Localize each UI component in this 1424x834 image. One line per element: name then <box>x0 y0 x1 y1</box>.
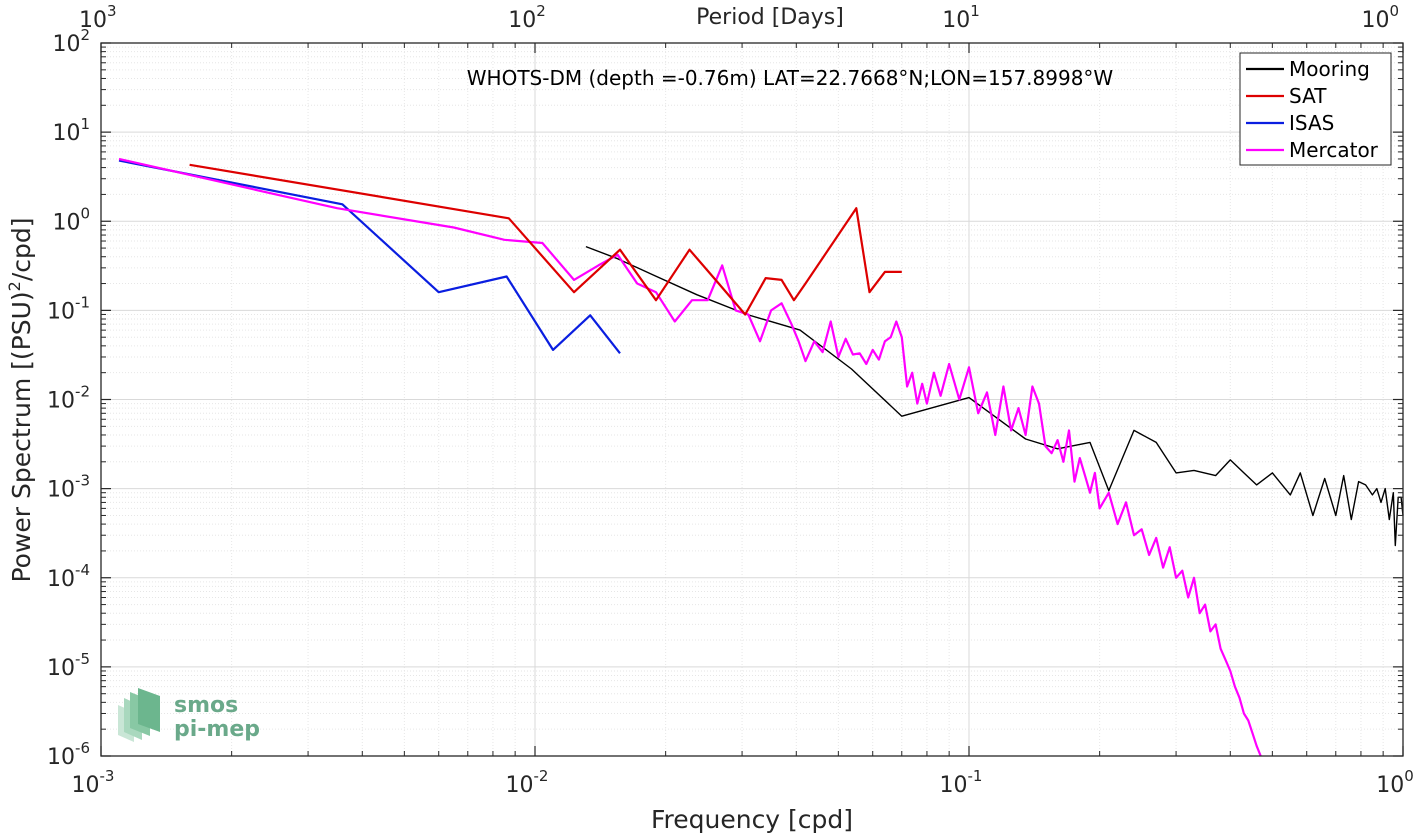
top-tick-label: 100 <box>1361 2 1399 33</box>
y-tick-label-exponent: -4 <box>75 561 90 579</box>
y-tick-label: 10-5 <box>47 650 90 681</box>
series-layer <box>118 157 1404 757</box>
x-tick-label-exponent: 0 <box>1404 767 1414 785</box>
y-tick-label: 10-6 <box>47 739 90 770</box>
top-axis-title: Period [Days] <box>696 5 844 30</box>
grid <box>100 43 1403 757</box>
y-tick-label: 10-3 <box>47 472 90 503</box>
y-tick-label-exponent: -5 <box>75 650 90 668</box>
y-tick-label: 101 <box>52 115 90 146</box>
x-tick-label: 10-3 <box>72 767 115 798</box>
y-tick-label-exponent: 2 <box>80 26 90 44</box>
smos-pimep-logo: smos pi-mep <box>118 688 260 742</box>
x-tick-label-base: 10 <box>506 773 534 798</box>
y-axis-title: Power Spectrum [(PSU)2/cpd] <box>5 218 36 583</box>
chart-title: WHOTS-DM (depth =-0.76m) LAT=22.7668°N;L… <box>467 66 1114 90</box>
y-tick-label-base: 10 <box>47 299 75 324</box>
y-tick-label-base: 10 <box>52 210 80 235</box>
top-tick-label-base: 10 <box>79 8 107 33</box>
top-tick-label: 101 <box>942 2 980 33</box>
x-tick-label: 10-2 <box>506 767 549 798</box>
y-tick-label-base: 10 <box>52 121 80 146</box>
legend-label-mercator: Mercator <box>1289 138 1379 162</box>
legend-label-sat: SAT <box>1289 84 1327 108</box>
y-tick-label: 102 <box>52 26 90 57</box>
y-tick-label-base: 10 <box>47 745 75 770</box>
x-tick-label-base: 10 <box>940 773 968 798</box>
x-tick-label-exponent: -1 <box>968 767 983 785</box>
y-tick-label: 10-2 <box>47 383 90 414</box>
top-tick-label-base: 10 <box>1361 8 1389 33</box>
y-tick-label: 10-1 <box>47 293 90 324</box>
series-line-mooring <box>585 245 1404 547</box>
x-tick-label-base: 10 <box>1376 773 1404 798</box>
y-tick-label-base: 10 <box>47 656 75 681</box>
top-tick-label-exponent: 3 <box>107 2 117 20</box>
legend: Mooring SAT ISAS Mercator <box>1239 52 1392 166</box>
y-tick-label-base: 10 <box>52 32 80 57</box>
legend-box <box>1239 52 1392 166</box>
y-tick-label: 100 <box>52 204 90 235</box>
top-tick-label-exponent: 1 <box>970 2 980 20</box>
top-tick-label: 102 <box>508 2 546 33</box>
tick-marks <box>100 42 1404 757</box>
y-axis-title-exponent: 2 <box>5 281 24 291</box>
x-tick-label-exponent: -2 <box>534 767 549 785</box>
y-axis-title-main: Power Spectrum [(PSU) <box>7 291 36 582</box>
y-tick-label-exponent: -6 <box>75 739 90 757</box>
y-tick-label-exponent: 1 <box>80 115 90 133</box>
y-tick-label-exponent: -3 <box>75 472 90 490</box>
x-tick-label: 100 <box>1376 767 1414 798</box>
top-tick-label-exponent: 0 <box>1389 2 1399 20</box>
x-tick-label-base: 10 <box>72 773 100 798</box>
y-axis-title-tail: /cpd] <box>7 218 36 282</box>
series-line-isas <box>118 159 621 354</box>
top-tick-label-base: 10 <box>942 8 970 33</box>
y-tick-label-exponent: -2 <box>75 383 90 401</box>
x-tick-label-exponent: -3 <box>100 767 115 785</box>
top-tick-label-base: 10 <box>508 8 536 33</box>
y-tick-label-base: 10 <box>47 389 75 414</box>
y-tick-label-base: 10 <box>47 478 75 503</box>
legend-label-isas: ISAS <box>1289 111 1334 135</box>
series-line-mercator <box>118 157 1262 757</box>
logo-mark <box>118 688 160 742</box>
y-tick-label-exponent: 0 <box>80 204 90 222</box>
y-tick-label: 10-4 <box>47 561 90 592</box>
x-axis-title: Frequency [cpd] <box>651 805 853 834</box>
legend-label-mooring: Mooring <box>1289 57 1370 81</box>
logo-line-2: pi-mep <box>174 717 260 742</box>
top-tick-label: 103 <box>79 2 117 33</box>
top-tick-label-exponent: 2 <box>536 2 546 20</box>
series-line-sat <box>189 163 902 316</box>
y-tick-label-exponent: -1 <box>75 293 90 311</box>
x-tick-label: 10-1 <box>940 767 983 798</box>
y-tick-label-base: 10 <box>47 567 75 592</box>
logo-line-1: smos <box>174 693 238 718</box>
